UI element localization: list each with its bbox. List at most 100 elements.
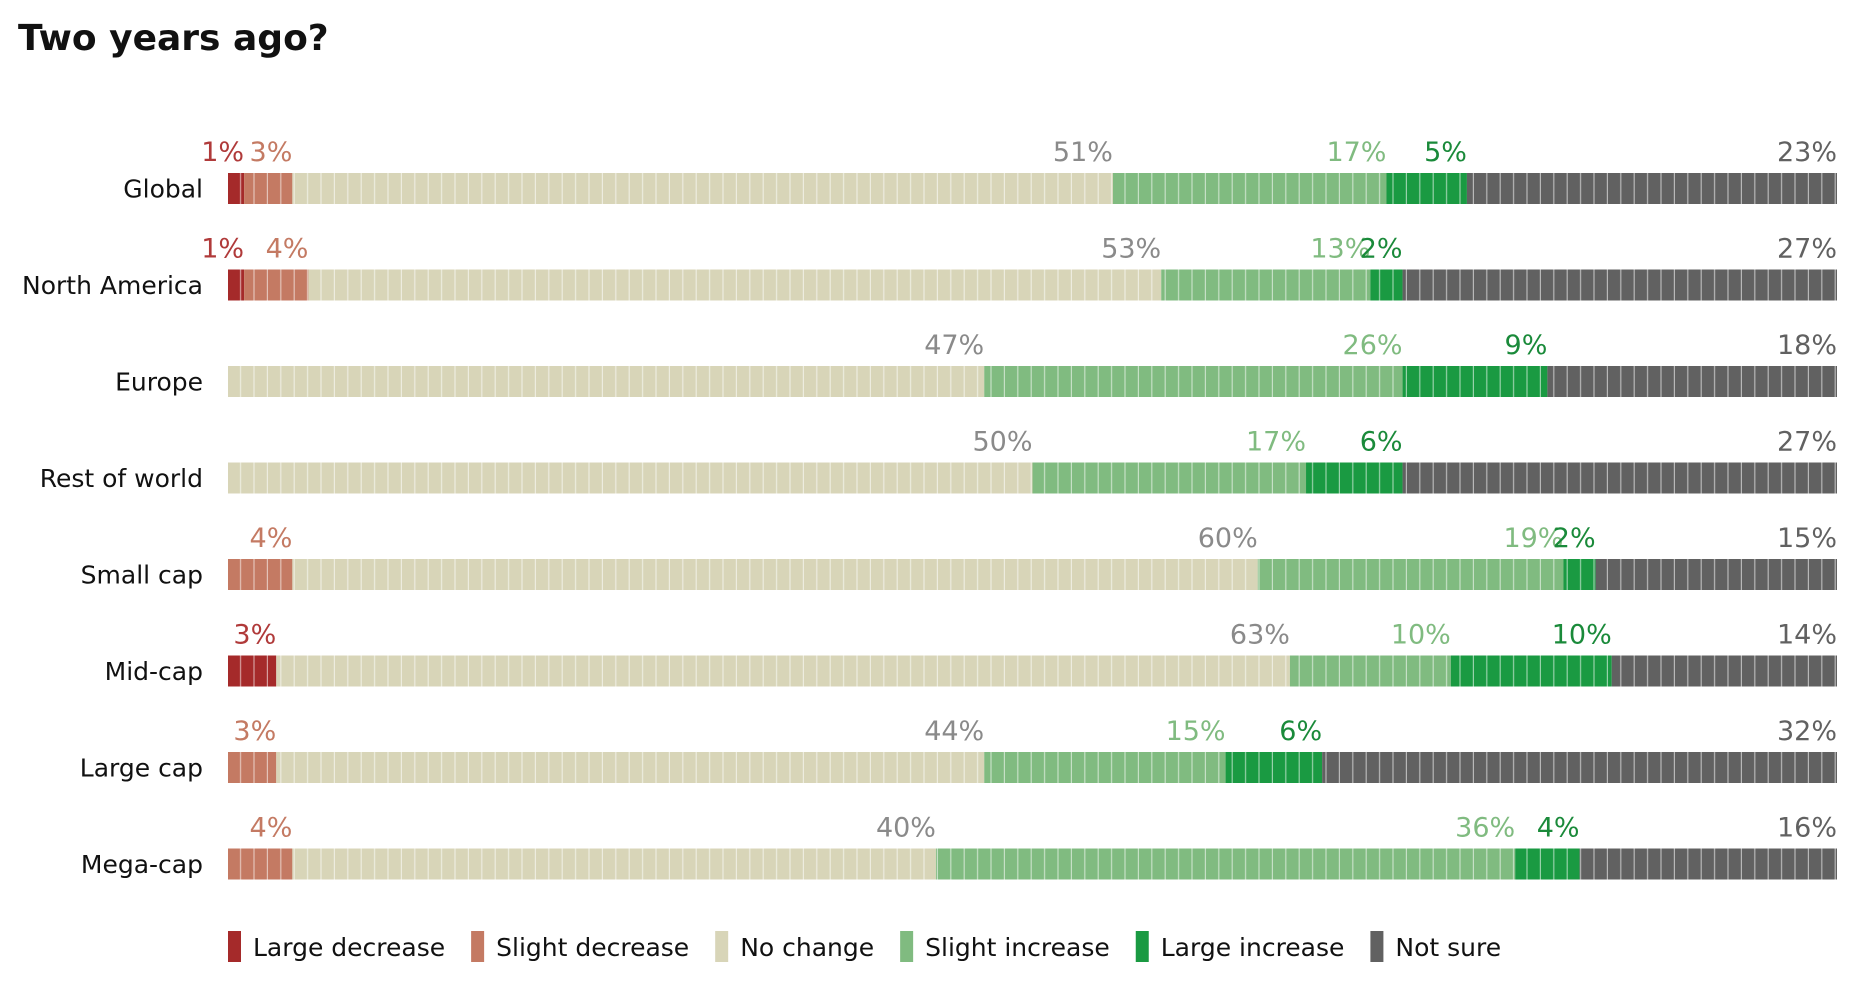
bar-texture-north-america-large-increase — [1370, 269, 1403, 301]
bar-texture-rest-of-world-no-change — [228, 462, 1033, 494]
bar-texture-mid-cap-no-change — [276, 655, 1290, 687]
value-label-small-cap-slight-decrease: 4% — [250, 523, 293, 554]
legend-swatch-large-increase — [1135, 931, 1149, 962]
value-label-large-cap-slight-decrease: 3% — [233, 716, 276, 747]
bar-texture-small-cap-not-sure — [1595, 559, 1837, 590]
bar-texture-large-cap-no-change — [276, 752, 985, 783]
legend: Large decrease Slight decrease No change Sl… — [228, 931, 1501, 962]
legend-swatch-slight-decrease — [471, 931, 485, 962]
bar-texture-large-cap-slight-increase — [984, 752, 1226, 783]
legend-label-no-change: No change — [740, 933, 874, 962]
value-label-small-cap-slight-increase: 19% — [1503, 523, 1563, 554]
bar-texture-europe-slight-increase — [984, 366, 1403, 397]
bar-texture-mega-cap-not-sure — [1579, 848, 1837, 880]
value-label-rest-of-world-not-sure: 27% — [1777, 427, 1837, 458]
value-label-large-cap-slight-increase: 15% — [1166, 716, 1226, 747]
legend-label-large-increase: Large increase — [1161, 933, 1345, 962]
bar-texture-rest-of-world-not-sure — [1402, 462, 1837, 494]
value-label-north-america-large-decrease: 1% — [201, 234, 244, 265]
bar-texture-mega-cap-large-increase — [1515, 848, 1580, 880]
bars — [228, 173, 1837, 880]
value-label-europe-slight-increase: 26% — [1343, 330, 1403, 361]
category-labels: Global North America Europe Rest of world Sm… — [22, 175, 203, 880]
value-label-north-america-large-increase: 2% — [1360, 234, 1403, 265]
bar-texture-europe-not-sure — [1547, 366, 1837, 397]
bar-texture-mega-cap-slight-increase — [935, 848, 1516, 880]
legend-label-large-decrease: Large decrease — [253, 933, 445, 962]
value-label-small-cap-not-sure: 15% — [1777, 523, 1837, 554]
value-label-large-cap-not-sure: 32% — [1777, 716, 1837, 747]
legend-label-slight-decrease: Slight decrease — [496, 933, 689, 962]
bar-texture-north-america-slight-increase — [1161, 269, 1371, 301]
chart-title: Two years ago? — [18, 18, 329, 59]
value-label-mega-cap-slight-increase: 36% — [1455, 813, 1515, 844]
bar-texture-north-america-no-change — [308, 269, 1162, 301]
value-label-north-america-not-sure: 27% — [1777, 234, 1837, 265]
bar-texture-global-not-sure — [1466, 173, 1837, 204]
category-label-north-america: North America — [22, 271, 203, 300]
bar-texture-mid-cap-large-increase — [1450, 655, 1612, 687]
legend-swatch-slight-increase — [900, 931, 914, 962]
value-label-small-cap-no-change: 60% — [1198, 523, 1258, 554]
bar-texture-large-cap-not-sure — [1322, 752, 1837, 783]
bar-texture-global-no-change — [292, 173, 1113, 204]
bar-texture-mega-cap-no-change — [292, 848, 936, 880]
bar-texture-small-cap-slight-decrease — [228, 559, 293, 590]
bar-texture-rest-of-world-slight-increase — [1032, 462, 1307, 494]
value-label-mid-cap-large-increase: 10% — [1552, 620, 1612, 651]
bar-texture-mid-cap-not-sure — [1611, 655, 1837, 687]
legend-label-slight-increase: Slight increase — [925, 933, 1110, 962]
bar-texture-north-america-not-sure — [1402, 269, 1837, 301]
value-label-mega-cap-no-change: 40% — [876, 813, 936, 844]
value-label-rest-of-world-slight-increase: 17% — [1246, 427, 1306, 458]
bar-texture-global-slight-decrease — [244, 173, 293, 204]
value-label-global-no-change: 51% — [1053, 137, 1113, 168]
value-label-mega-cap-slight-decrease: 4% — [250, 813, 293, 844]
value-label-small-cap-large-increase: 2% — [1553, 523, 1596, 554]
bar-texture-large-cap-large-increase — [1225, 752, 1323, 783]
bar-texture-rest-of-world-large-increase — [1306, 462, 1403, 494]
value-label-europe-no-change: 47% — [924, 330, 984, 361]
value-label-global-not-sure: 23% — [1777, 137, 1837, 168]
value-label-global-slight-increase: 17% — [1326, 137, 1386, 168]
value-label-mid-cap-not-sure: 14% — [1777, 620, 1837, 651]
bar-texture-mid-cap-large-decrease — [228, 655, 277, 687]
bar-texture-europe-no-change — [228, 366, 985, 397]
category-label-global: Global — [123, 175, 203, 204]
bar-texture-global-large-increase — [1386, 173, 1467, 204]
value-label-global-large-increase: 5% — [1424, 137, 1467, 168]
value-label-global-large-decrease: 1% — [201, 137, 244, 168]
value-label-global-slight-decrease: 3% — [250, 137, 293, 168]
value-label-europe-not-sure: 18% — [1777, 330, 1837, 361]
bar-texture-global-slight-increase — [1112, 173, 1387, 204]
bar-texture-large-cap-slight-decrease — [228, 752, 277, 783]
value-label-rest-of-world-large-increase: 6% — [1360, 427, 1403, 458]
value-label-mid-cap-large-decrease: 3% — [233, 620, 276, 651]
category-label-mid-cap: Mid-cap — [105, 657, 203, 686]
value-label-mid-cap-no-change: 63% — [1230, 620, 1290, 651]
legend-swatch-no-change — [715, 931, 729, 962]
legend-swatch-large-decrease — [228, 931, 241, 962]
value-label-mid-cap-slight-increase: 10% — [1391, 620, 1451, 651]
value-label-north-america-slight-increase: 13% — [1310, 234, 1370, 265]
legend-swatch-not-sure — [1370, 931, 1384, 962]
value-label-large-cap-large-increase: 6% — [1279, 716, 1322, 747]
value-label-mega-cap-large-increase: 4% — [1537, 813, 1580, 844]
value-label-rest-of-world-no-change: 50% — [972, 427, 1032, 458]
value-label-europe-large-increase: 9% — [1505, 330, 1548, 361]
bar-texture-small-cap-no-change — [292, 559, 1258, 590]
bar-texture-europe-large-increase — [1402, 366, 1548, 397]
bar-texture-global-large-decrease — [228, 173, 245, 204]
category-label-rest-of-world: Rest of world — [40, 464, 203, 493]
value-label-north-america-slight-decrease: 4% — [266, 234, 309, 265]
value-label-large-cap-no-change: 44% — [924, 716, 984, 747]
category-label-europe: Europe — [115, 368, 203, 397]
value-labels: 1% 3% 51% 17% 5% 23%1% 4% 53% 13%2% 27%47% 26% 9% 18… — [201, 137, 1837, 844]
bar-texture-north-america-large-decrease — [228, 269, 245, 301]
category-label-mega-cap: Mega-cap — [81, 850, 203, 879]
value-label-mega-cap-not-sure: 16% — [1777, 813, 1837, 844]
category-label-small-cap: Small cap — [81, 561, 203, 590]
bar-texture-mid-cap-slight-increase — [1289, 655, 1451, 687]
